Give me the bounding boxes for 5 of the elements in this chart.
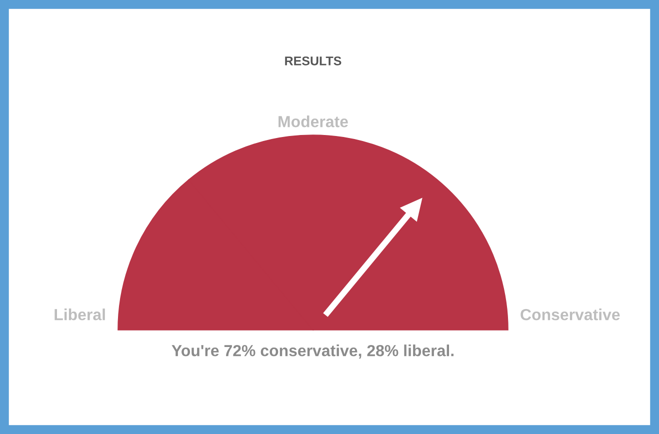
slice-label: Conservative — [520, 308, 620, 320]
text: Moderate — [278, 116, 348, 128]
text: You're 72% conservative, 28% liberal. — [172, 344, 454, 359]
chart-title: RESULTS — [285, 56, 342, 66]
slice-label: Liberal — [54, 308, 105, 320]
